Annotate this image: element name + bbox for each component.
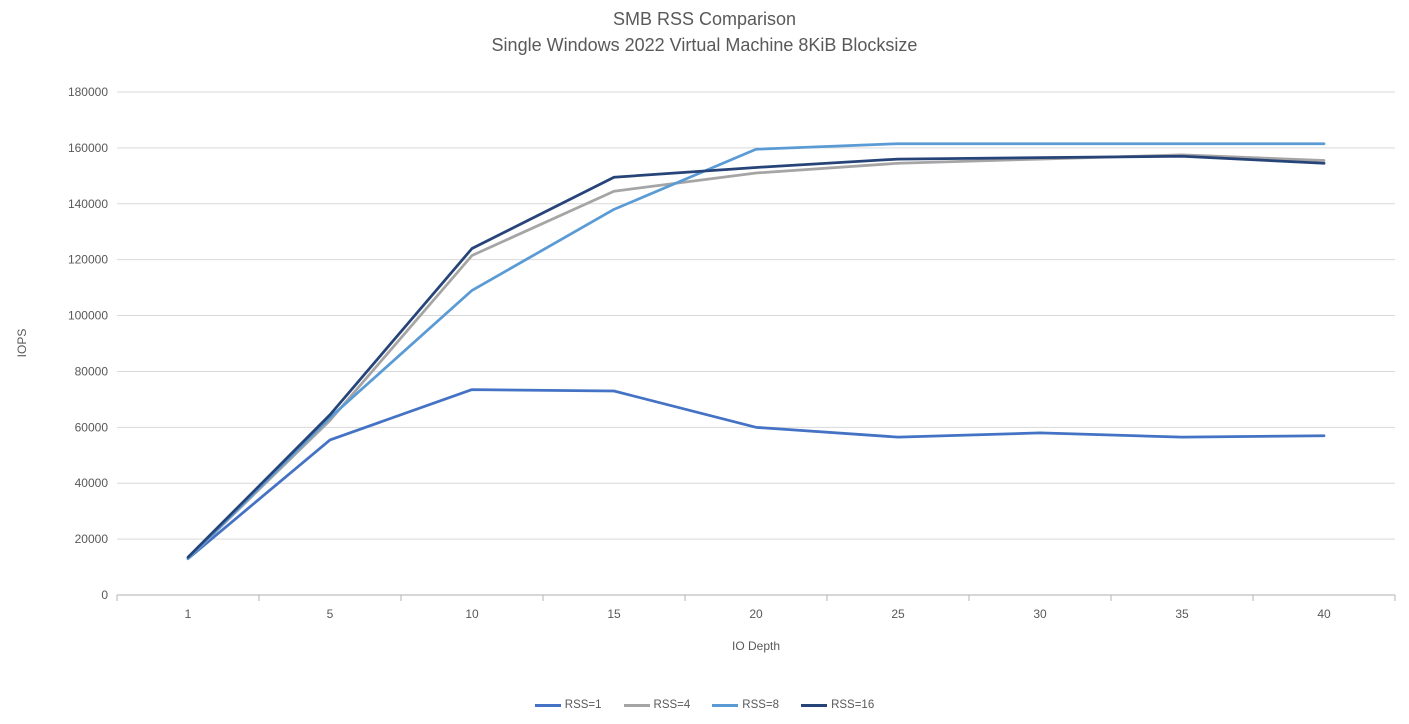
x-axis-tick-label: 10: [465, 607, 479, 621]
x-axis-title: IO Depth: [731, 639, 781, 653]
series-line-rss-1: [186, 388, 1326, 561]
legend-item-rss-16: RSS=16: [801, 699, 874, 711]
y-axis-tick-label: 180000: [68, 85, 108, 99]
y-axis-tick-label: 20000: [75, 532, 109, 546]
x-axis-tick-label: 15: [607, 607, 621, 621]
legend-item-rss-8: RSS=8: [712, 699, 779, 711]
x-axis-tick-label: 1: [185, 607, 192, 621]
x-axis-tick-label: 20: [749, 607, 763, 621]
x-axis-tick-label: 5: [327, 607, 334, 621]
x-axis-tick-label: 30: [1033, 607, 1047, 621]
legend-swatch: [801, 703, 828, 707]
x-axis-tick-label: 25: [891, 607, 905, 621]
legend-label: RSS=16: [831, 699, 875, 711]
legend-swatch: [623, 703, 650, 707]
chart-title: SMB RSS Comparison: [612, 9, 797, 29]
series-line-rss-8: [186, 142, 1326, 561]
y-axis-tick-label: 0: [101, 588, 108, 602]
series-line-rss-4: [186, 153, 1326, 561]
y-axis-tick-label: 140000: [68, 197, 108, 211]
chart-title-block: SMB RSS Comparison Single Windows 2022 V…: [0, 6, 1409, 58]
series-line-rss-16: [186, 154, 1326, 559]
y-axis-title: IOPS: [15, 328, 29, 358]
y-axis-tick-label: 80000: [75, 364, 109, 378]
legend-item-rss-4: RSS=4: [623, 699, 691, 711]
x-axis-tick-label: 40: [1317, 607, 1331, 621]
legend-swatch: [534, 703, 561, 707]
y-axis-tick-label: 160000: [68, 141, 108, 155]
chart-subtitle: Single Windows 2022 Virtual Machine 8KiB…: [491, 35, 918, 55]
legend-swatch: [712, 703, 739, 707]
legend-label: RSS=8: [742, 699, 780, 711]
legend-item-rss-1: RSS=1: [534, 699, 602, 711]
y-axis-tick-label: 100000: [68, 309, 108, 323]
y-axis-tick-label: 60000: [75, 420, 109, 434]
chart-legend: RSS=1 RSS=4 RSS=8 RSS=16: [0, 699, 1409, 711]
y-axis-tick-label: 40000: [75, 476, 109, 490]
y-axis-tick-label: 120000: [68, 253, 108, 267]
x-axis-tick-label: 35: [1175, 607, 1189, 621]
legend-label: RSS=1: [564, 699, 602, 711]
legend-label: RSS=4: [653, 699, 691, 711]
